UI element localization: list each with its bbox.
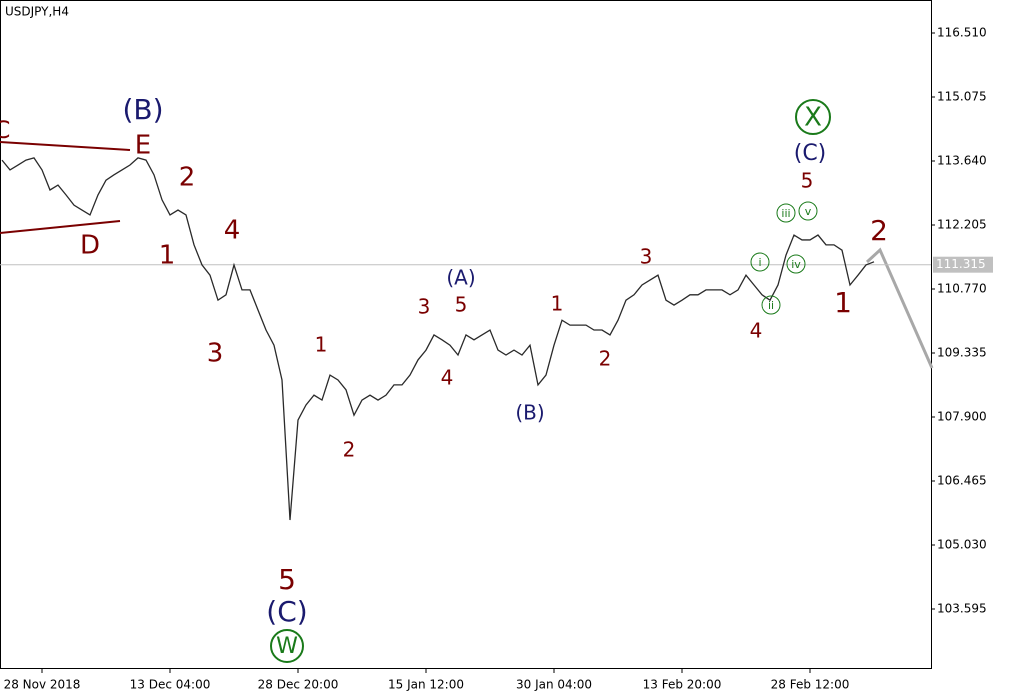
- wave-label: 1: [551, 292, 564, 316]
- wave-label: 1: [315, 333, 328, 357]
- wave-circle: [270, 629, 304, 663]
- wave-label: 3: [418, 295, 431, 319]
- wave-label: 1: [834, 286, 852, 319]
- wave-circle: [795, 99, 831, 135]
- y-tick-label: 110.770: [937, 281, 987, 295]
- y-tick-label: 103.595: [937, 601, 987, 615]
- wave-label: 2: [179, 163, 196, 193]
- wave-label: (B): [515, 401, 544, 425]
- y-tick-label: 109.335: [937, 345, 987, 359]
- wave-label: 3: [640, 245, 653, 269]
- x-tick-label: 28 Feb 12:00: [771, 678, 850, 692]
- wave-label: 4: [441, 366, 454, 390]
- wave-label: 2: [599, 347, 612, 371]
- y-tick-label: 105.030: [937, 537, 987, 551]
- wave-label: iv: [791, 258, 801, 271]
- wave-label: 5: [278, 563, 296, 596]
- wave-label: (C): [794, 141, 827, 166]
- wave-circle: [776, 203, 796, 223]
- wave-label: iii: [781, 207, 790, 220]
- x-tick-label: 30 Jan 04:00: [516, 678, 592, 692]
- wave-label: 4: [224, 216, 241, 246]
- y-tick-label: 106.465: [937, 473, 987, 487]
- wave-label: (B): [122, 93, 163, 126]
- wave-label: 2: [870, 214, 888, 247]
- y-tick-label: 112.205: [937, 218, 987, 232]
- wave-label: (A): [446, 266, 475, 290]
- wave-label: (C): [266, 595, 307, 628]
- wave-label: E: [135, 131, 151, 161]
- triangle-line: [0, 141, 131, 151]
- wave-circle: [761, 295, 781, 315]
- x-tick-label: 13 Feb 20:00: [643, 678, 722, 692]
- wave-circle: [798, 201, 818, 221]
- wave-label: 4: [750, 319, 763, 343]
- triangle-line: [0, 220, 121, 234]
- y-tick-label: 113.640: [937, 154, 987, 168]
- x-tick-label: 28 Dec 20:00: [258, 678, 339, 692]
- wave-label: W: [276, 634, 298, 659]
- wave-label: X: [804, 103, 822, 133]
- current-price-box: [933, 256, 993, 273]
- y-tick-label: 116.510: [937, 26, 987, 40]
- wave-label: 5: [801, 169, 814, 193]
- wave-label: 1: [159, 241, 176, 271]
- current-price-label: 111.315: [936, 257, 986, 271]
- x-tick-label: 28 Nov 2018: [4, 678, 81, 692]
- x-tick-label: 15 Jan 12:00: [388, 678, 464, 692]
- x-tick-label: 13 Dec 04:00: [130, 678, 211, 692]
- wave-label: 5: [455, 293, 468, 317]
- wave-label: D: [80, 231, 100, 261]
- price-line: [1, 157, 875, 521]
- wave-circle: [750, 252, 770, 272]
- wave-label: ii: [768, 299, 774, 312]
- projection-line: [865, 247, 934, 369]
- wave-circle: [786, 254, 806, 274]
- chart-title: USDJPY,H4: [5, 5, 69, 19]
- wave-label: 2: [343, 438, 356, 462]
- wave-label: i: [758, 256, 761, 269]
- y-tick-label: 115.075: [937, 90, 987, 104]
- y-tick-label: 107.900: [937, 409, 987, 423]
- wave-label: v: [805, 205, 812, 218]
- wave-label: 3: [207, 339, 224, 369]
- wave-label: C: [0, 116, 10, 144]
